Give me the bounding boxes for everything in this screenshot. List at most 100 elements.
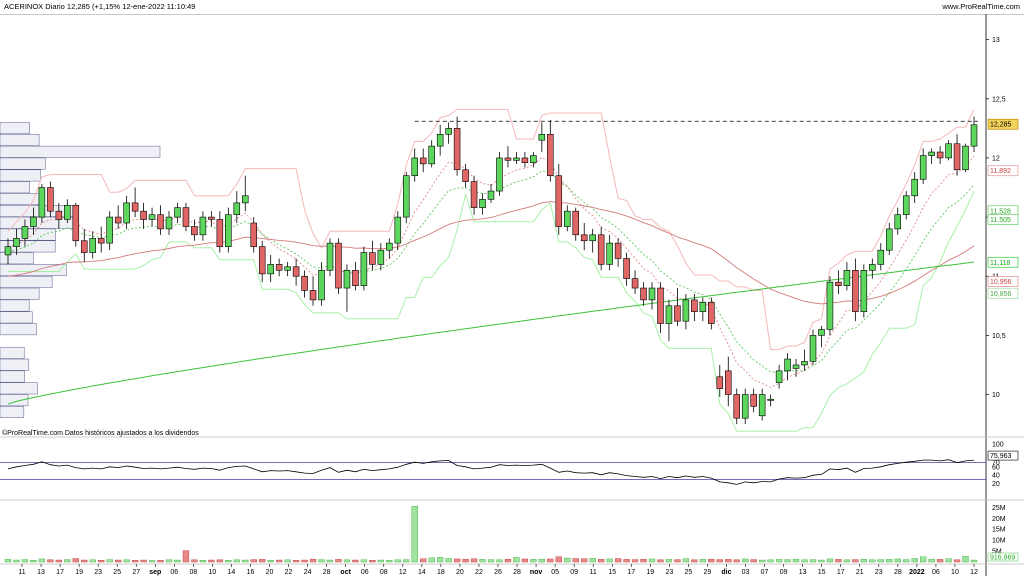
date-axis-label: 12 xyxy=(970,569,978,576)
volume-bar xyxy=(131,560,139,563)
candle-body-up xyxy=(165,216,173,230)
volume-bar xyxy=(936,559,944,563)
candle xyxy=(945,140,952,161)
volume-bar xyxy=(945,558,952,563)
candle-body-up xyxy=(428,145,435,165)
candle xyxy=(631,270,639,294)
candle xyxy=(335,238,342,294)
candle-body-up xyxy=(64,204,71,220)
volume-bar xyxy=(377,559,385,563)
candle-body-up xyxy=(377,249,385,265)
price-tag-box xyxy=(987,276,1019,287)
volume-bar xyxy=(767,559,774,563)
candle-body-up xyxy=(809,335,817,362)
candle xyxy=(38,183,46,223)
volume-profile-bar xyxy=(0,264,67,276)
candle-body-down xyxy=(623,258,630,279)
candle-body-up xyxy=(826,281,834,330)
date-axis-label: 14 xyxy=(418,569,426,576)
candle-body-up xyxy=(13,238,20,247)
candle xyxy=(225,207,232,253)
candle-body-up xyxy=(945,143,952,159)
candle-body-down xyxy=(716,376,724,389)
candle-body-down xyxy=(55,210,63,220)
candle-body-down xyxy=(640,287,647,301)
volume-profile-bar xyxy=(0,394,29,407)
candle xyxy=(114,205,122,229)
candle-body-up xyxy=(589,234,596,242)
candle xyxy=(547,120,554,182)
volume-axis-label: 15M xyxy=(992,527,1006,534)
candle-body-up xyxy=(869,264,876,271)
volume-bar xyxy=(708,558,715,563)
candle-body-up xyxy=(962,145,969,171)
candle-body-up xyxy=(606,242,613,265)
volume-bar xyxy=(496,559,503,563)
candles xyxy=(4,116,978,425)
candle xyxy=(860,264,868,318)
volume-bar xyxy=(411,506,418,563)
volume-bar xyxy=(275,559,283,563)
date-axis-label: 17 xyxy=(627,569,635,576)
volume-bar xyxy=(962,556,969,563)
candle xyxy=(369,240,376,271)
price-axis-label: 12 xyxy=(992,155,1000,162)
ma-long-line xyxy=(7,261,975,405)
volume-bar xyxy=(165,559,173,563)
candle-body-down xyxy=(733,394,741,419)
volume-bar xyxy=(640,558,647,563)
candle xyxy=(13,228,20,255)
candle xyxy=(758,388,766,421)
candle xyxy=(47,181,54,218)
volume-bar xyxy=(199,560,207,563)
candle xyxy=(284,262,291,277)
candle-body-down xyxy=(72,204,80,242)
candle-body-up xyxy=(89,238,97,253)
candle xyxy=(750,388,757,413)
candle-body-up xyxy=(148,214,156,220)
candle xyxy=(674,288,681,326)
candle xyxy=(64,199,71,223)
candle xyxy=(309,276,317,306)
candle-body-up xyxy=(741,394,749,419)
candle-body-down xyxy=(597,234,605,265)
volume-bar xyxy=(538,558,546,563)
candle-body-up xyxy=(843,270,851,286)
volume-bar xyxy=(903,559,910,563)
volume-bar xyxy=(309,558,317,563)
candle-body-down xyxy=(724,370,732,395)
candle-body-down xyxy=(835,281,842,286)
candle xyxy=(241,175,249,212)
volume-axis-label: 20M xyxy=(992,516,1006,523)
candle xyxy=(852,258,859,322)
volume-bar xyxy=(784,559,791,563)
date-axis-label: 17 xyxy=(56,569,64,576)
price-tag: 10,956 xyxy=(987,276,1019,287)
candle-body-up xyxy=(411,157,419,176)
candle-body-down xyxy=(216,219,224,247)
candle xyxy=(250,217,258,253)
volume-bar xyxy=(547,558,554,563)
volume-bar xyxy=(699,559,707,563)
brand-link[interactable]: www.ProRealTime.com xyxy=(942,2,1020,11)
volume-bar xyxy=(513,557,520,563)
date-axis-label: 06 xyxy=(361,569,369,576)
candle-body-up xyxy=(496,157,503,192)
candle xyxy=(504,146,512,168)
volume-bar xyxy=(928,558,935,563)
candle xyxy=(30,207,37,235)
volume-bar xyxy=(657,559,664,563)
candle xyxy=(657,282,664,334)
ma-mid-line xyxy=(7,201,975,305)
date-axis-label: 10 xyxy=(209,569,217,576)
volume-profile-bar xyxy=(0,346,25,359)
price-tag-box xyxy=(987,256,1019,268)
volume-bar xyxy=(335,559,342,563)
volume-profile-bar xyxy=(0,358,30,371)
volume-profile-bar xyxy=(0,181,30,194)
volume-bar xyxy=(148,560,156,563)
candle-body-down xyxy=(691,299,698,313)
candle-body-up xyxy=(801,361,808,366)
candle-body-down xyxy=(631,278,639,289)
